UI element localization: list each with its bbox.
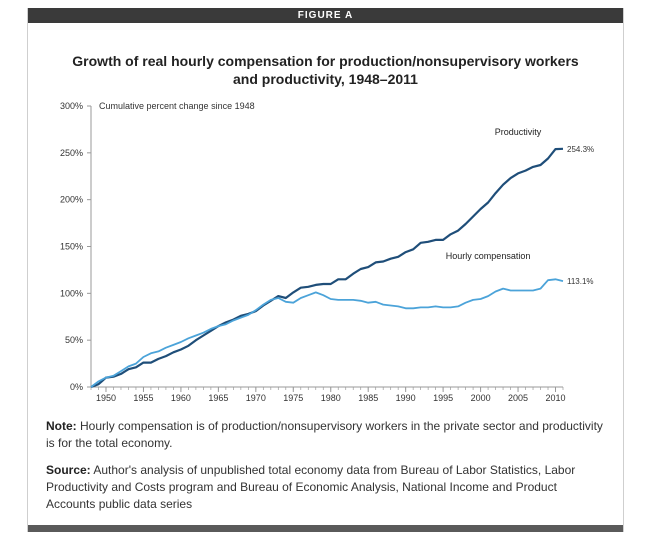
chart-title-line-2: and productivity, 1948–2011 <box>233 71 418 87</box>
x-tick-label: 2000 <box>471 393 491 403</box>
note: Note: Hourly compensation is of producti… <box>46 418 606 452</box>
y-tick-label: 200% <box>60 195 83 205</box>
y-tick-label: 250% <box>60 148 83 158</box>
x-tick-label: 2005 <box>508 393 528 403</box>
productivity-series-label: Productivity <box>495 127 542 137</box>
figure-label: FIGURE A <box>28 8 623 23</box>
x-tick-label: 1950 <box>96 393 116 403</box>
productivity-line <box>90 147 564 389</box>
source-text: Author's analysis of unpublished total e… <box>46 463 576 511</box>
source-label: Source: <box>46 463 91 477</box>
note-text: Hourly compensation is of production/non… <box>46 419 603 450</box>
y-tick-label: 0% <box>70 382 83 392</box>
x-tick-label: 1990 <box>396 393 416 403</box>
x-tick-label: 1960 <box>171 393 191 403</box>
hourly-compensation-end-label: 113.1% <box>567 277 594 286</box>
y-tick-label: 100% <box>60 288 83 298</box>
chart-title: Growth of real hourly compensation for p… <box>28 52 623 88</box>
y-tick-label: 150% <box>60 242 83 252</box>
note-label: Note: <box>46 419 77 433</box>
figure-frame: FIGURE A Growth of real hourly compensat… <box>27 8 624 532</box>
chart-title-line-1: Growth of real hourly compensation for p… <box>72 53 579 69</box>
x-tick-label: 2010 <box>545 393 565 403</box>
x-tick-label: 1980 <box>321 393 341 403</box>
y-axis-label: Cumulative percent change since 1948 <box>99 101 255 111</box>
x-tick-label: 1995 <box>433 393 453 403</box>
productivity-end-label: 254.3% <box>567 145 594 154</box>
hourly-compensation-line <box>90 278 564 388</box>
line-chart: 0% 50% 100% 150% 200% 250% 300% 1950 1955 1960 196… <box>60 101 594 403</box>
y-tick-label: 50% <box>65 335 83 345</box>
x-tick-label: 1985 <box>358 393 378 403</box>
x-tick-label: 1955 <box>133 393 153 403</box>
bottom-bar <box>28 525 623 532</box>
x-tick-label: 1970 <box>246 393 266 403</box>
source: Source: Author's analysis of unpublished… <box>46 462 606 513</box>
hourly-compensation-series-label: Hourly compensation <box>446 251 531 261</box>
x-tick-label: 1965 <box>208 393 228 403</box>
x-tick-label: 1975 <box>283 393 303 403</box>
y-tick-label: 300% <box>60 101 83 111</box>
